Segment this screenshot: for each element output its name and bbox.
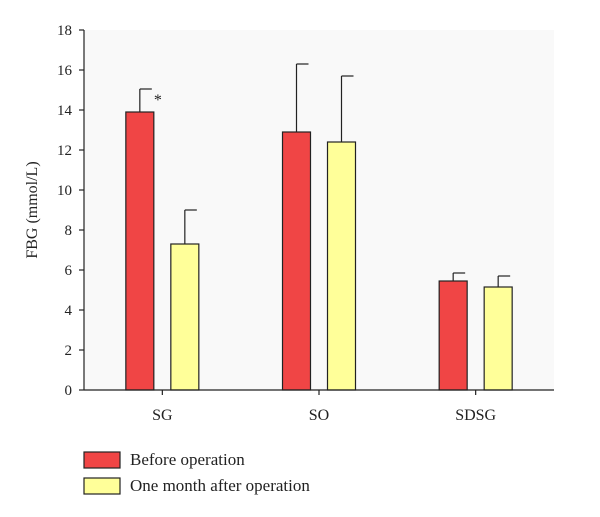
bar-sg-before	[125, 111, 155, 391]
plot-background	[84, 30, 554, 390]
x-tick-label-sdsg: SDSG	[455, 407, 496, 424]
bar-sg-after	[170, 243, 200, 391]
y-tick-label-12: 12	[57, 143, 72, 159]
y-tick-label-16: 16	[57, 63, 73, 79]
bar-so-before	[281, 131, 312, 391]
bar-so-after	[326, 141, 357, 391]
significance-marker: *	[154, 92, 162, 109]
y-tick-label-10: 10	[57, 183, 72, 199]
y-tick-label-2: 2	[65, 343, 73, 359]
bar-sdsg-after	[483, 286, 513, 391]
legend-label-after: One month after operation	[130, 476, 310, 495]
legend-label-before: Before operation	[130, 450, 245, 469]
y-tick-label-8: 8	[65, 223, 73, 239]
x-tick-label-sg: SG	[152, 407, 173, 424]
y-axis-label: FBG (mmol/L)	[24, 161, 41, 258]
legend-swatch-before	[83, 451, 121, 469]
bar-sdsg-before	[438, 280, 468, 391]
axes-layer: 0 2 4 6 8 10 12 14 16 18 SG SO SDSG *	[57, 23, 554, 424]
y-tick-label-0: 0	[65, 383, 73, 399]
y-tick-label-14: 14	[57, 103, 73, 119]
y-tick-label-6: 6	[65, 263, 73, 279]
legend: Before operation One month after operatio…	[83, 450, 310, 495]
y-tick-label-18: 18	[57, 23, 72, 39]
x-tick-label-so: SO	[309, 407, 329, 424]
y-tick-label-4: 4	[65, 303, 73, 319]
legend-swatch-after	[83, 477, 121, 495]
